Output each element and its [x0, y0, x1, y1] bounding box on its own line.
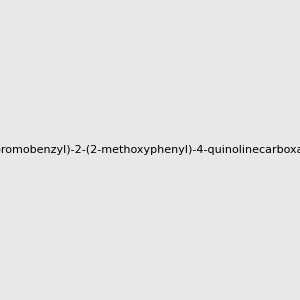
- Text: N-(2-bromobenzyl)-2-(2-methoxyphenyl)-4-quinolinecarboxamide: N-(2-bromobenzyl)-2-(2-methoxyphenyl)-4-…: [0, 145, 300, 155]
